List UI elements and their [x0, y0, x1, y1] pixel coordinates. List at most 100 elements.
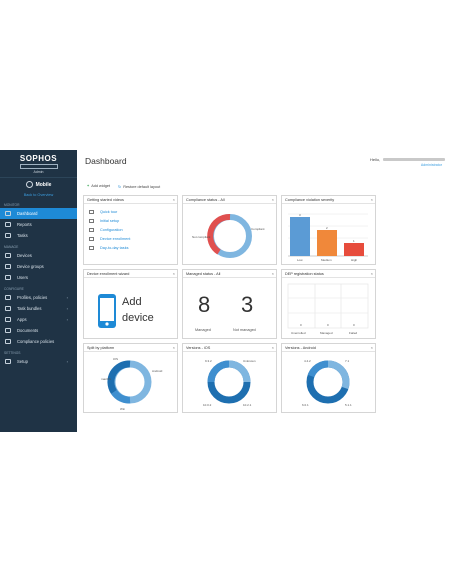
widget-title: Managed status - All — [183, 270, 276, 278]
dashboard-icon — [5, 211, 11, 216]
android-label-1: 4.4.2 — [304, 359, 311, 363]
video-item[interactable]: Day-to-day tasks — [89, 243, 172, 252]
not-managed-label: Not managed — [233, 328, 256, 332]
task-bundles-icon — [5, 306, 11, 311]
sidebar-item-dashboard[interactable]: Dashboard — [0, 208, 77, 219]
sidebar-item-documents[interactable]: Documents — [0, 325, 77, 336]
sidebar-item-reports[interactable]: Reports — [0, 219, 77, 230]
close-icon[interactable]: × — [370, 271, 373, 276]
reports-icon — [5, 222, 11, 227]
close-icon[interactable]: × — [271, 197, 274, 202]
tick-low: Low — [297, 258, 303, 262]
android-label-2: 7.1 — [345, 359, 350, 363]
globe-icon — [25, 181, 33, 188]
close-icon[interactable]: × — [172, 197, 175, 202]
close-icon[interactable]: × — [370, 197, 373, 202]
add-device-label[interactable]: Add device — [122, 294, 154, 326]
video-icon — [89, 245, 94, 250]
video-icon — [89, 236, 94, 241]
sophos-logo[interactable]: SOPHOS Admin — [0, 150, 77, 178]
device-icon — [5, 253, 11, 258]
video-icon — [89, 227, 94, 232]
dep-grid-chart: 0 0 0 Unenrolled Managed Failed — [287, 283, 369, 335]
sidebar-item-task-bundles[interactable]: Task bundles › — [0, 303, 77, 314]
widget-title: Versions - Android — [282, 344, 375, 352]
device-groups-icon — [5, 264, 11, 269]
sidebar-item-users[interactable]: Users — [0, 272, 77, 283]
ios-label-1: 9.3.2 — [205, 359, 212, 363]
managed-label: Managed — [195, 328, 211, 332]
compliance-icon — [5, 339, 11, 344]
sidebar-item-apps[interactable]: Apps › — [0, 314, 77, 325]
chevron-right-icon: › — [66, 306, 68, 311]
sidebar-item-tasks[interactable]: Tasks — [0, 230, 77, 241]
sidebar-item-device-groups[interactable]: Device groups — [0, 261, 77, 272]
app-window: SOPHOS Admin Mobile Back to Overview Mon… — [0, 150, 452, 432]
platform-label-macos: macOS — [101, 377, 111, 381]
widget-managed-status: Managed status - All × 8 3 Managed Not m… — [182, 269, 277, 339]
sidebar-item-setup[interactable]: Setup › — [0, 356, 77, 367]
android-versions-donut: 4.4.2 7.1 6.0.1 5.1.1 — [302, 359, 352, 407]
back-to-overview-link[interactable]: Back to Overview — [23, 193, 54, 197]
platform-label-ios: iOS — [113, 357, 118, 361]
video-item[interactable]: Configuration — [89, 225, 172, 234]
apps-icon — [5, 317, 11, 322]
platform-donut: iOS Android macOS Win — [101, 357, 163, 411]
widget-ios-versions: Versions - iOS × 9.3.2 Unknown 10.0.2 10… — [182, 343, 277, 413]
restore-layout-button[interactable]: ↻ Restore default layout — [118, 184, 160, 189]
video-item[interactable]: Device enrollment — [89, 234, 172, 243]
sidebar-item-label: Users — [17, 275, 28, 280]
product-name: Mobile — [35, 181, 52, 188]
add-device-line2: device — [122, 312, 154, 324]
add-device-line1: Add — [122, 296, 142, 308]
close-icon[interactable]: × — [172, 345, 175, 350]
sidebar-item-label: Profiles, policies — [17, 295, 48, 300]
video-item[interactable]: Quick tour — [89, 207, 172, 216]
close-icon[interactable]: × — [172, 271, 175, 276]
sidebar-item-devices[interactable]: Devices — [0, 250, 77, 261]
widget-title: Split by platform — [84, 344, 177, 352]
ios-label-4: 10.2.1 — [243, 403, 252, 407]
sidebar-item-profiles[interactable]: Profiles, policies › — [0, 292, 77, 303]
section-settings: Settings — [4, 351, 21, 355]
close-icon[interactable]: × — [370, 345, 373, 350]
dep-label-unenrolled: Unenrolled — [291, 331, 306, 335]
user-role-link[interactable]: Administrator — [420, 163, 442, 167]
widget-title: Compliance status - All — [183, 196, 276, 204]
product-switcher[interactable]: Mobile — [0, 178, 77, 191]
toolbar: + Add widget ↻ Restore default layout — [87, 182, 160, 190]
platform-label-win: Win — [120, 407, 125, 411]
severity-bar-chart: 3 2 1 Low Medium High — [288, 213, 368, 262]
tasks-icon — [5, 233, 11, 238]
documents-icon — [5, 328, 11, 333]
video-item[interactable]: Initial setup — [89, 216, 172, 225]
widget-violation-severity: Compliance violation severity × 3 2 1 Lo… — [281, 195, 376, 265]
sidebar-item-label: Task bundles — [17, 306, 42, 311]
phone-icon[interactable] — [97, 293, 117, 329]
sidebar-item-label: Apps — [17, 317, 27, 322]
user-email-redacted — [383, 158, 445, 161]
compliance-donut: Not compliant Compliant — [192, 214, 265, 258]
dep-value-failed: 0 — [353, 323, 355, 327]
ios-label-3: 10.0.2 — [203, 403, 212, 407]
video-icon — [89, 209, 94, 214]
video-link: Initial setup — [100, 218, 120, 223]
add-widget-button[interactable]: + Add widget — [87, 184, 110, 188]
dep-value-unenrolled: 0 — [300, 323, 302, 327]
sidebar-item-label: Reports — [17, 222, 32, 227]
dep-label-failed: Failed — [349, 331, 358, 335]
sidebar-item-compliance[interactable]: Compliance policies — [0, 336, 77, 347]
chevron-right-icon: › — [66, 359, 68, 364]
user-greeting: Hello, — [370, 157, 381, 162]
platform-label-android: Android — [152, 369, 163, 373]
video-list: Quick tour Initial setup Configuration D… — [84, 204, 177, 255]
close-icon[interactable]: × — [271, 271, 274, 276]
refresh-icon: ↻ — [118, 184, 122, 189]
widget-videos: Getting started videos × Quick tour Init… — [83, 195, 178, 265]
dep-value-managed: 0 — [327, 323, 329, 327]
logo-admin-text: Admin — [33, 169, 44, 174]
close-icon[interactable]: × — [271, 345, 274, 350]
android-label-3: 6.0.1 — [302, 403, 309, 407]
plus-icon: + — [87, 184, 90, 188]
user-icon — [5, 275, 11, 280]
